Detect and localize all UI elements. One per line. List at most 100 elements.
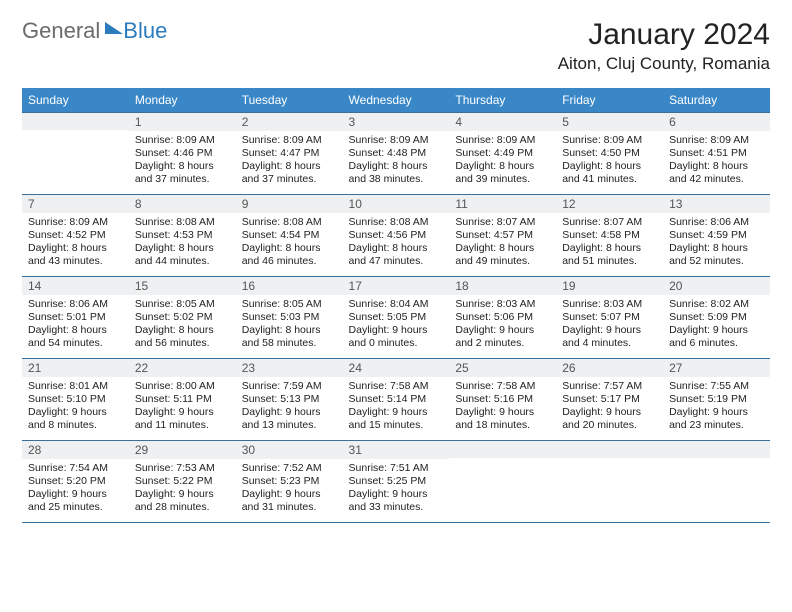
calendar-row: 28Sunrise: 7:54 AMSunset: 5:20 PMDayligh… — [22, 441, 770, 523]
day-number: 1 — [129, 113, 236, 131]
day-number: 21 — [22, 359, 129, 377]
calendar-cell: 23Sunrise: 7:59 AMSunset: 5:13 PMDayligh… — [236, 359, 343, 441]
calendar-cell: 16Sunrise: 8:05 AMSunset: 5:03 PMDayligh… — [236, 277, 343, 359]
day-details: Sunrise: 8:09 AMSunset: 4:46 PMDaylight:… — [129, 131, 236, 191]
day-details: Sunrise: 7:51 AMSunset: 5:25 PMDaylight:… — [343, 459, 450, 519]
day-number: 3 — [343, 113, 450, 131]
day-header: Tuesday — [236, 88, 343, 113]
day-number: 2 — [236, 113, 343, 131]
day-details: Sunrise: 8:09 AMSunset: 4:48 PMDaylight:… — [343, 131, 450, 191]
day-details: Sunrise: 7:58 AMSunset: 5:16 PMDaylight:… — [449, 377, 556, 437]
calendar-table: Sunday Monday Tuesday Wednesday Thursday… — [22, 88, 770, 523]
calendar-cell — [556, 441, 663, 523]
day-number: 13 — [663, 195, 770, 213]
empty-day — [556, 441, 663, 458]
calendar-cell: 25Sunrise: 7:58 AMSunset: 5:16 PMDayligh… — [449, 359, 556, 441]
day-header: Thursday — [449, 88, 556, 113]
day-header: Monday — [129, 88, 236, 113]
day-header: Saturday — [663, 88, 770, 113]
calendar-row: 7Sunrise: 8:09 AMSunset: 4:52 PMDaylight… — [22, 195, 770, 277]
day-details: Sunrise: 8:09 AMSunset: 4:51 PMDaylight:… — [663, 131, 770, 191]
header: General Blue January 2024 Aiton, Cluj Co… — [22, 18, 770, 74]
day-number: 4 — [449, 113, 556, 131]
day-header: Friday — [556, 88, 663, 113]
day-number: 19 — [556, 277, 663, 295]
calendar-cell: 8Sunrise: 8:08 AMSunset: 4:53 PMDaylight… — [129, 195, 236, 277]
day-details: Sunrise: 7:59 AMSunset: 5:13 PMDaylight:… — [236, 377, 343, 437]
logo-text-general: General — [22, 18, 100, 44]
day-number: 18 — [449, 277, 556, 295]
logo: General Blue — [22, 18, 167, 44]
day-number: 26 — [556, 359, 663, 377]
calendar-cell: 19Sunrise: 8:03 AMSunset: 5:07 PMDayligh… — [556, 277, 663, 359]
day-number: 10 — [343, 195, 450, 213]
calendar-cell: 22Sunrise: 8:00 AMSunset: 5:11 PMDayligh… — [129, 359, 236, 441]
day-number: 17 — [343, 277, 450, 295]
day-details: Sunrise: 8:00 AMSunset: 5:11 PMDaylight:… — [129, 377, 236, 437]
calendar-cell: 5Sunrise: 8:09 AMSunset: 4:50 PMDaylight… — [556, 113, 663, 195]
calendar-cell: 29Sunrise: 7:53 AMSunset: 5:22 PMDayligh… — [129, 441, 236, 523]
calendar-cell: 27Sunrise: 7:55 AMSunset: 5:19 PMDayligh… — [663, 359, 770, 441]
title-block: January 2024 Aiton, Cluj County, Romania — [558, 18, 770, 74]
day-details: Sunrise: 8:05 AMSunset: 5:02 PMDaylight:… — [129, 295, 236, 355]
location: Aiton, Cluj County, Romania — [558, 54, 770, 74]
logo-mark-icon — [105, 22, 123, 34]
day-details: Sunrise: 8:01 AMSunset: 5:10 PMDaylight:… — [22, 377, 129, 437]
day-number: 29 — [129, 441, 236, 459]
day-details: Sunrise: 8:09 AMSunset: 4:50 PMDaylight:… — [556, 131, 663, 191]
calendar-cell — [449, 441, 556, 523]
day-details: Sunrise: 8:05 AMSunset: 5:03 PMDaylight:… — [236, 295, 343, 355]
day-details: Sunrise: 8:08 AMSunset: 4:56 PMDaylight:… — [343, 213, 450, 273]
calendar-cell: 14Sunrise: 8:06 AMSunset: 5:01 PMDayligh… — [22, 277, 129, 359]
empty-day — [22, 113, 129, 130]
day-number: 6 — [663, 113, 770, 131]
day-details: Sunrise: 7:54 AMSunset: 5:20 PMDaylight:… — [22, 459, 129, 519]
calendar-cell: 9Sunrise: 8:08 AMSunset: 4:54 PMDaylight… — [236, 195, 343, 277]
day-details: Sunrise: 8:07 AMSunset: 4:58 PMDaylight:… — [556, 213, 663, 273]
day-number: 27 — [663, 359, 770, 377]
calendar-cell: 26Sunrise: 7:57 AMSunset: 5:17 PMDayligh… — [556, 359, 663, 441]
day-details: Sunrise: 8:06 AMSunset: 5:01 PMDaylight:… — [22, 295, 129, 355]
calendar-row: 14Sunrise: 8:06 AMSunset: 5:01 PMDayligh… — [22, 277, 770, 359]
calendar-cell: 7Sunrise: 8:09 AMSunset: 4:52 PMDaylight… — [22, 195, 129, 277]
day-header: Sunday — [22, 88, 129, 113]
day-number: 8 — [129, 195, 236, 213]
day-details: Sunrise: 8:02 AMSunset: 5:09 PMDaylight:… — [663, 295, 770, 355]
day-number: 9 — [236, 195, 343, 213]
day-details: Sunrise: 7:58 AMSunset: 5:14 PMDaylight:… — [343, 377, 450, 437]
day-details: Sunrise: 7:57 AMSunset: 5:17 PMDaylight:… — [556, 377, 663, 437]
day-number: 23 — [236, 359, 343, 377]
day-number: 20 — [663, 277, 770, 295]
day-details: Sunrise: 7:52 AMSunset: 5:23 PMDaylight:… — [236, 459, 343, 519]
calendar-row: 1Sunrise: 8:09 AMSunset: 4:46 PMDaylight… — [22, 113, 770, 195]
day-header: Wednesday — [343, 88, 450, 113]
day-number: 12 — [556, 195, 663, 213]
day-number: 11 — [449, 195, 556, 213]
day-details: Sunrise: 8:03 AMSunset: 5:07 PMDaylight:… — [556, 295, 663, 355]
day-number: 24 — [343, 359, 450, 377]
day-details: Sunrise: 8:07 AMSunset: 4:57 PMDaylight:… — [449, 213, 556, 273]
day-details: Sunrise: 7:53 AMSunset: 5:22 PMDaylight:… — [129, 459, 236, 519]
day-number: 16 — [236, 277, 343, 295]
day-details: Sunrise: 8:08 AMSunset: 4:53 PMDaylight:… — [129, 213, 236, 273]
calendar-cell: 17Sunrise: 8:04 AMSunset: 5:05 PMDayligh… — [343, 277, 450, 359]
calendar-cell: 24Sunrise: 7:58 AMSunset: 5:14 PMDayligh… — [343, 359, 450, 441]
calendar-cell: 10Sunrise: 8:08 AMSunset: 4:56 PMDayligh… — [343, 195, 450, 277]
calendar-cell: 20Sunrise: 8:02 AMSunset: 5:09 PMDayligh… — [663, 277, 770, 359]
calendar-cell — [22, 113, 129, 195]
calendar-cell: 6Sunrise: 8:09 AMSunset: 4:51 PMDaylight… — [663, 113, 770, 195]
calendar-cell: 28Sunrise: 7:54 AMSunset: 5:20 PMDayligh… — [22, 441, 129, 523]
day-number: 25 — [449, 359, 556, 377]
day-header-row: Sunday Monday Tuesday Wednesday Thursday… — [22, 88, 770, 113]
calendar-cell: 31Sunrise: 7:51 AMSunset: 5:25 PMDayligh… — [343, 441, 450, 523]
day-details: Sunrise: 8:08 AMSunset: 4:54 PMDaylight:… — [236, 213, 343, 273]
calendar-cell: 15Sunrise: 8:05 AMSunset: 5:02 PMDayligh… — [129, 277, 236, 359]
calendar-cell: 2Sunrise: 8:09 AMSunset: 4:47 PMDaylight… — [236, 113, 343, 195]
empty-day — [663, 441, 770, 458]
day-details: Sunrise: 7:55 AMSunset: 5:19 PMDaylight:… — [663, 377, 770, 437]
calendar-cell: 21Sunrise: 8:01 AMSunset: 5:10 PMDayligh… — [22, 359, 129, 441]
day-number: 28 — [22, 441, 129, 459]
day-number: 15 — [129, 277, 236, 295]
month-title: January 2024 — [558, 18, 770, 52]
calendar-cell: 3Sunrise: 8:09 AMSunset: 4:48 PMDaylight… — [343, 113, 450, 195]
